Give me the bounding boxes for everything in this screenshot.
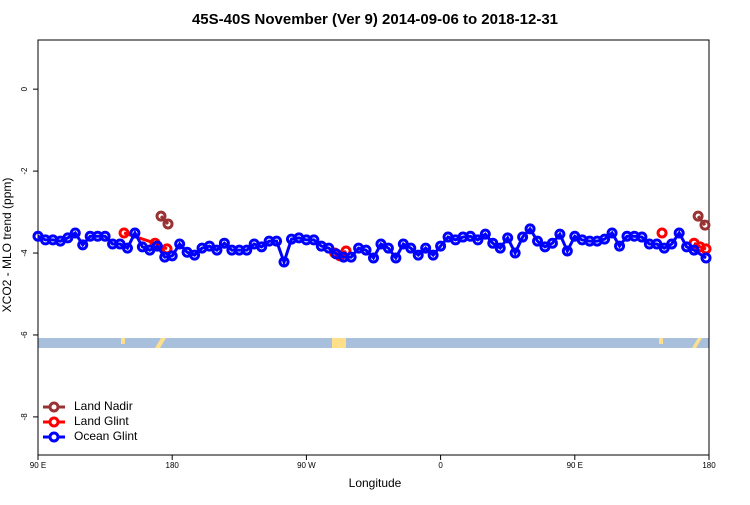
- point: [256, 241, 268, 253]
- y-axis-label: XCO2 - MLO trend (ppm): [0, 178, 14, 313]
- point: [420, 242, 432, 254]
- x-tick-label: 180: [166, 461, 180, 470]
- point: [323, 242, 335, 254]
- point: [502, 232, 514, 244]
- land-patch: [659, 338, 663, 344]
- legend-label: Land Glint: [74, 414, 129, 428]
- chart-title: 45S-40S November (Ver 9) 2014-09-06 to 2…: [192, 11, 558, 28]
- point: [211, 244, 223, 256]
- point: [241, 244, 253, 256]
- point: [121, 242, 133, 254]
- point: [532, 235, 544, 247]
- point: [561, 245, 573, 257]
- point: [509, 247, 521, 259]
- legend-marker: [48, 416, 60, 428]
- point: [673, 227, 685, 239]
- x-tick-label: 0: [438, 461, 443, 470]
- legend-marker: [48, 401, 60, 413]
- point: [189, 249, 201, 261]
- legend-label: Land Nadir: [74, 399, 133, 413]
- legend-label: Ocean Glint: [74, 429, 138, 443]
- point: [155, 210, 167, 222]
- point: [271, 235, 283, 247]
- point: [390, 252, 402, 264]
- point: [524, 223, 536, 235]
- y-tick-label: -2: [20, 167, 29, 175]
- point: [487, 237, 499, 249]
- point: [77, 239, 89, 251]
- point: [62, 232, 74, 244]
- point: [151, 240, 163, 252]
- point: [699, 219, 711, 231]
- point: [479, 228, 491, 240]
- point: [129, 227, 141, 239]
- point: [368, 252, 379, 264]
- point: [162, 218, 174, 230]
- map-strip: [38, 338, 709, 348]
- point: [412, 249, 424, 261]
- x-axis-label: Longitude: [349, 476, 402, 490]
- point: [494, 242, 506, 254]
- point: [118, 227, 130, 239]
- x-tick-label: 180: [702, 461, 716, 470]
- point: [666, 238, 678, 250]
- point: [554, 228, 566, 240]
- point: [405, 242, 417, 254]
- land-patch: [121, 338, 125, 344]
- point: [688, 244, 700, 256]
- point: [606, 227, 618, 239]
- x-tick-label: 90 W: [297, 461, 316, 470]
- y-tick-label: -4: [20, 249, 29, 257]
- ocean-strip: [38, 338, 709, 348]
- x-tick-label: 90 E: [567, 461, 583, 470]
- point: [700, 252, 712, 264]
- point: [166, 250, 178, 262]
- point: [174, 238, 186, 250]
- point: [427, 249, 439, 261]
- point: [692, 210, 704, 222]
- point: [636, 231, 648, 243]
- y-tick-label: -8: [20, 413, 29, 421]
- point: [345, 251, 357, 263]
- point: [472, 234, 484, 246]
- x-tick-label: 90 E: [30, 461, 46, 470]
- point: [656, 227, 668, 239]
- point: [360, 244, 372, 256]
- y-tick-label: 0: [20, 86, 29, 91]
- point: [69, 227, 81, 239]
- point: [99, 230, 111, 242]
- point: [382, 242, 394, 254]
- legend-marker: [48, 431, 60, 443]
- point: [278, 256, 290, 268]
- point: [599, 233, 611, 245]
- land-patch: [155, 338, 166, 348]
- y-tick-label: -6: [20, 331, 29, 339]
- point: [546, 237, 558, 249]
- point: [218, 237, 230, 249]
- point: [308, 234, 320, 246]
- land-patch: [692, 338, 702, 348]
- land-patch: [332, 338, 346, 348]
- point: [614, 240, 626, 252]
- point: [517, 231, 529, 243]
- point: [435, 240, 447, 252]
